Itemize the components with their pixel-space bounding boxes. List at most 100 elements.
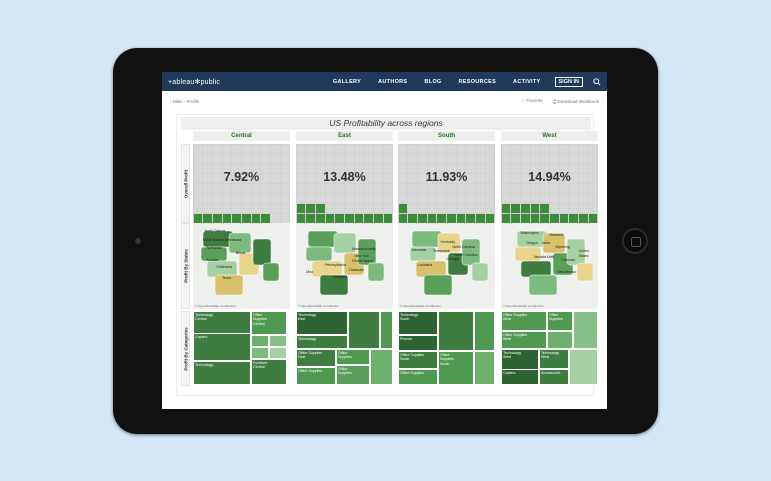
treemap-tile[interactable]: Office Supplies — [398, 369, 438, 385]
state-shape[interactable] — [520, 260, 552, 278]
waffle-cell — [335, 154, 344, 164]
nav-activity[interactable]: ACTIVITY — [513, 78, 541, 85]
treemap-tile[interactable]: Technology — [296, 335, 348, 349]
logo[interactable]: +ableau✻public — [168, 78, 221, 86]
category-treemap[interactable]: Office Supplies West Office Supplies West… — [501, 311, 598, 386]
waffle-cell — [501, 184, 511, 193]
profit-waffle[interactable]: 11.93% — [398, 144, 495, 223]
state-shape[interactable] — [262, 262, 280, 282]
treemap-tile[interactable] — [269, 335, 287, 347]
treemap-tile[interactable] — [474, 351, 495, 385]
waffle-cell — [325, 164, 335, 174]
treemap-tile[interactable]: Office Supplies Central — [251, 311, 287, 335]
state-profit-map[interactable]: North Dakota South Dakota Minnesota Nebras… — [193, 223, 290, 309]
nav-resources[interactable]: RESOURCES — [458, 78, 497, 85]
treemap-tile[interactable]: Office Supplies West — [501, 311, 547, 331]
treemap-tile[interactable]: Office Supplies — [336, 365, 370, 385]
waffle-cell — [315, 174, 325, 183]
waffle-cell — [437, 164, 446, 174]
map-credit[interactable]: © OpenStreetMap contributors — [503, 304, 544, 308]
back-link[interactable]: ‹ Nikki - Profile — [170, 98, 200, 104]
category-treemap[interactable]: Technology Central Copiers Technology Offic… — [193, 311, 290, 386]
waffle-cell — [417, 154, 427, 164]
state-shape[interactable] — [528, 274, 558, 296]
map-credit[interactable]: © OpenStreetMap contributors — [400, 304, 441, 308]
category-treemap[interactable]: Technology South Phones Office Supplies So… — [398, 311, 495, 386]
map-credit[interactable]: © OpenStreetMap contributors — [298, 304, 339, 308]
treemap-tile[interactable]: Furniture Central — [251, 359, 287, 385]
profit-waffle[interactable]: 14.94% — [501, 144, 598, 223]
state-shape[interactable] — [576, 262, 594, 282]
treemap-tile[interactable]: Phones — [398, 335, 438, 351]
region-header-south[interactable]: South — [398, 131, 495, 141]
home-button[interactable] — [622, 228, 648, 254]
map-credit[interactable]: © OpenStreetMap contributors — [195, 304, 236, 308]
waffle-cell — [242, 213, 251, 223]
treemap-tile[interactable] — [438, 311, 474, 351]
treemap-tile[interactable]: Technology — [193, 361, 251, 385]
waffle-cell — [193, 154, 203, 164]
waffle-cell — [325, 213, 335, 223]
state-shape[interactable] — [307, 230, 339, 248]
treemap-tile[interactable] — [251, 335, 269, 347]
state-shape[interactable] — [228, 232, 252, 254]
treemap-tile[interactable]: Copiers — [193, 333, 251, 361]
state-shape[interactable] — [542, 232, 566, 254]
download-button[interactable]: ⎙ Download Workbook — [552, 98, 599, 104]
nav-blog[interactable]: BLOG — [424, 78, 442, 85]
sign-in-button[interactable]: SIGN IN — [554, 76, 583, 87]
state-profit-map[interactable]: Pennsylvania Ohio Massachusetts New York Rho… — [296, 223, 393, 309]
state-shape[interactable] — [566, 238, 586, 266]
region-header-west[interactable]: West — [501, 131, 598, 141]
region-header-central[interactable]: Central — [193, 131, 290, 141]
state-shape[interactable] — [461, 238, 481, 266]
treemap-tile[interactable]: Technology West — [539, 349, 569, 369]
region-header-east[interactable]: East — [296, 131, 393, 141]
treemap-tile[interactable]: Office Supplies West — [501, 331, 547, 349]
treemap-tile[interactable]: Office Supplies — [296, 367, 336, 385]
nav-gallery[interactable]: GALLERY — [332, 78, 362, 85]
state-profit-map[interactable]: Kentucky Tennessee North Carolina South Car… — [398, 223, 495, 309]
treemap-tile[interactable] — [547, 331, 573, 349]
state-label: North Dakota — [204, 229, 226, 234]
search-icon[interactable] — [593, 77, 601, 86]
treemap-tile[interactable]: Technology East — [296, 311, 348, 335]
treemap-tile[interactable] — [348, 311, 380, 349]
treemap-tile[interactable]: Office Supplies East — [296, 349, 336, 367]
treemap-tile[interactable] — [370, 349, 393, 385]
state-shape[interactable] — [367, 262, 385, 282]
state-shape[interactable] — [214, 274, 244, 296]
treemap-tile[interactable]: Office Supplies — [547, 311, 573, 331]
state-profit-map[interactable]: Washington Montana Oregon Idaho Wyoming Nevad… — [501, 223, 598, 309]
state-shape[interactable] — [411, 230, 443, 248]
camera-icon — [135, 238, 141, 244]
waffle-cell — [550, 184, 559, 193]
nav-authors[interactable]: AUTHORS — [378, 78, 408, 85]
state-shape[interactable] — [437, 232, 461, 254]
state-shape[interactable] — [333, 232, 357, 254]
treemap-tile[interactable]: Copiers — [501, 369, 539, 385]
state-shape[interactable] — [423, 274, 453, 296]
treemap-tile[interactable]: Technology South — [398, 311, 438, 335]
treemap-tile[interactable] — [251, 347, 269, 359]
state-shape[interactable] — [357, 238, 377, 266]
state-shape[interactable] — [471, 262, 489, 282]
favorite-button[interactable]: ☆ Favorite — [521, 98, 543, 103]
profit-waffle[interactable]: 13.48% — [296, 144, 393, 223]
treemap-tile[interactable]: Office Supplies — [336, 349, 370, 365]
profit-waffle[interactable]: 7.92% — [193, 144, 290, 223]
category-treemap[interactable]: Technology East Technology Office Supplies… — [296, 311, 393, 386]
treemap-tile[interactable] — [573, 311, 598, 349]
treemap-tile[interactable] — [474, 311, 495, 351]
waffle-cell — [466, 164, 476, 174]
treemap-tile[interactable]: Accessories — [539, 369, 569, 385]
treemap-tile[interactable] — [569, 349, 598, 385]
state-shape[interactable] — [252, 238, 272, 266]
treemap-tile[interactable] — [269, 347, 287, 359]
treemap-tile[interactable]: Office Supplies South — [438, 351, 474, 385]
back-link-label[interactable]: Nikki - Profile — [172, 98, 200, 104]
state-shape[interactable] — [319, 274, 349, 296]
treemap-tile[interactable] — [380, 311, 393, 349]
state-shape[interactable] — [305, 246, 333, 262]
treemap-tile[interactable]: Office Supplies South — [398, 351, 438, 369]
